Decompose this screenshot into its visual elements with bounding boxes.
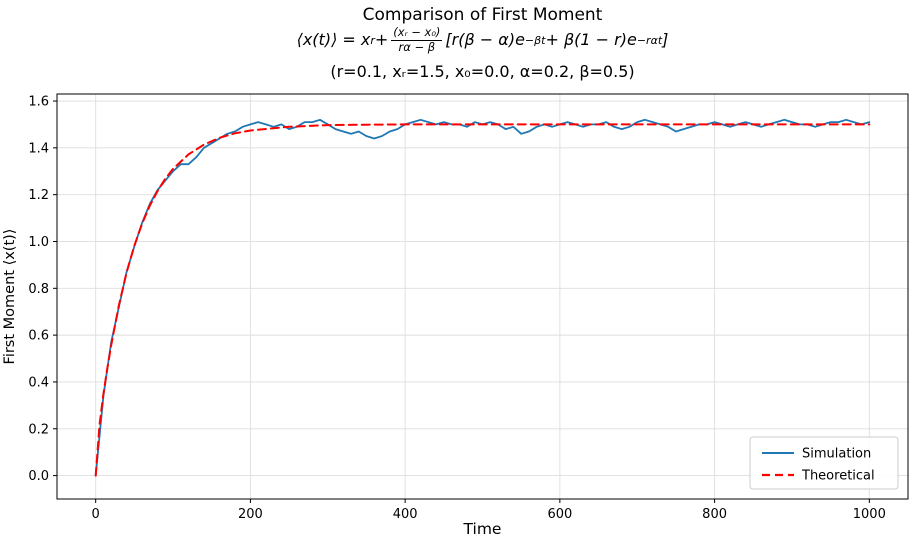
y-tick-label: 1.4 (28, 141, 49, 156)
formula-subscript: r (370, 33, 375, 47)
legend-label-theoretical: Theoretical (801, 469, 875, 484)
x-axis-ticks: 0 200 400 600 800 1000 (92, 499, 886, 522)
x-tick-label: 0 (92, 507, 100, 522)
formula-text: [r(β − α)e (445, 30, 525, 49)
chart-title: Comparison of First Moment (362, 5, 603, 25)
legend-box (749, 436, 899, 490)
y-tick-label: 0.4 (28, 375, 49, 390)
y-axis-label: First Moment ⟨x(t)⟩ (2, 229, 18, 365)
formula-superscript: −βt (524, 33, 546, 47)
legend-label-simulation: Simulation (802, 447, 871, 462)
plot-area: 0 200 400 600 800 1000 0.0 0.2 0.4 0.6 0.8 1.0 1.2 1.… (2, 93, 909, 538)
series-theoretical (94, 123, 871, 477)
y-axis-ticks: 0.0 0.2 0.4 0.6 0.8 1.0 1.2 1.4 1.6 (28, 95, 57, 484)
y-tick-label: 0.6 (28, 329, 49, 344)
x-tick-label: 200 (238, 507, 263, 522)
y-tick-label: 1.2 (28, 188, 49, 203)
x-tick-label: 600 (547, 507, 572, 522)
x-tick-label: 800 (702, 507, 727, 522)
y-tick-label: 0.2 (28, 422, 49, 437)
series-simulation (94, 118, 871, 477)
x-tick-label: 400 (393, 507, 418, 522)
formula-text: ] (662, 30, 669, 49)
formula-text: + (374, 30, 389, 49)
formula-fraction: (xᵣ − x₀) rα − β (391, 25, 443, 54)
x-axis-label: Time (463, 520, 502, 538)
y-tick-label: 1.6 (28, 95, 49, 110)
chart-parameters-subtitle: (r=0.1, xᵣ=1.5, x₀=0.0, α=0.2, β=0.5) (330, 62, 635, 81)
y-tick-label: 0.8 (28, 282, 49, 297)
y-tick-label: 0.0 (28, 469, 49, 484)
formula-text: ⟨x(t)⟩ = x (296, 30, 371, 49)
formula-superscript: −rαt (636, 33, 663, 47)
y-tick-label: 1.0 (28, 235, 49, 250)
axes-border (56, 93, 909, 500)
formula-text: + β(1 − r)e (545, 30, 637, 49)
legend: Simulation Theoretical (749, 436, 899, 490)
x-tick-label: 1000 (853, 507, 886, 522)
